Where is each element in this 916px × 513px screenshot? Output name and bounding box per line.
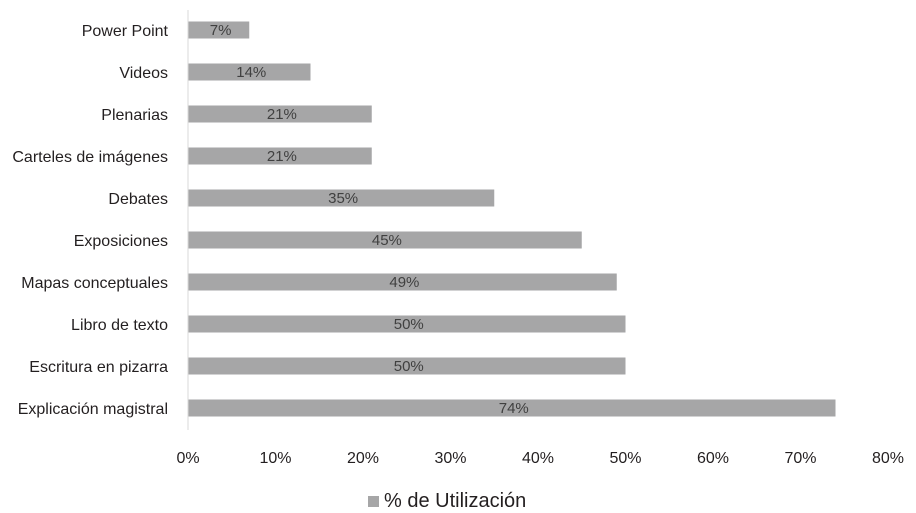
bar-9 <box>188 399 836 417</box>
legend-label: % de Utilización <box>384 490 526 512</box>
category-label-9: Explicación magistral <box>18 401 168 418</box>
data-label-9: 74% <box>499 400 529 417</box>
bar-3 <box>188 147 372 165</box>
x-tick-label-1: 10% <box>259 450 291 467</box>
category-label-5: Exposiciones <box>74 233 168 250</box>
data-label-5: 45% <box>372 232 402 249</box>
bar-8 <box>188 357 626 375</box>
category-label-7: Libro de texto <box>71 317 168 334</box>
category-label-3: Carteles de imágenes <box>12 149 168 166</box>
category-label-6: Mapas conceptuales <box>21 275 168 292</box>
data-label-6: 49% <box>389 274 419 291</box>
category-label-0: Power Point <box>82 23 169 40</box>
data-label-2: 21% <box>267 106 297 123</box>
bar-6 <box>188 273 617 291</box>
data-label-8: 50% <box>394 358 424 375</box>
bar-2 <box>188 105 372 123</box>
x-tick-label-4: 40% <box>522 450 554 467</box>
data-label-0: 7% <box>210 22 232 39</box>
legend-swatch <box>368 496 379 507</box>
x-tick-label-2: 20% <box>347 450 379 467</box>
x-tick-label-3: 30% <box>434 450 466 467</box>
category-label-8: Escritura en pizarra <box>29 359 168 376</box>
category-label-1: Videos <box>119 65 168 82</box>
bar-4 <box>188 189 495 207</box>
x-tick-label-7: 70% <box>784 450 816 467</box>
category-label-2: Plenarias <box>101 107 168 124</box>
x-tick-label-5: 50% <box>609 450 641 467</box>
data-label-7: 50% <box>394 316 424 333</box>
category-label-4: Debates <box>108 191 168 208</box>
bar-5 <box>188 231 582 249</box>
bar-1 <box>188 63 311 81</box>
x-tick-label-8: 80% <box>872 450 904 467</box>
bar-0 <box>188 21 250 39</box>
x-tick-label-0: 0% <box>176 450 199 467</box>
data-label-1: 14% <box>236 64 266 81</box>
bar-7 <box>188 315 626 333</box>
data-label-3: 21% <box>267 148 297 165</box>
x-tick-label-6: 60% <box>697 450 729 467</box>
data-label-4: 35% <box>328 190 358 207</box>
